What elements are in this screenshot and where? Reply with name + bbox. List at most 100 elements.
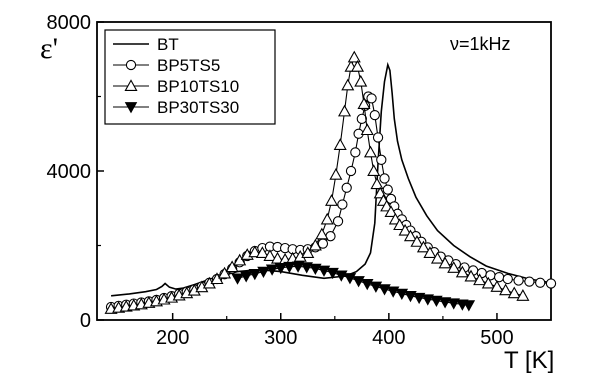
data-point — [263, 249, 277, 261]
data-point — [338, 104, 352, 117]
data-point — [363, 145, 378, 158]
data-point — [545, 278, 557, 289]
data-point — [370, 177, 384, 190]
data-point — [350, 59, 365, 72]
data-point — [430, 295, 443, 308]
data-point — [341, 78, 355, 91]
data-point — [248, 245, 262, 258]
data-point — [473, 273, 487, 286]
data-point — [231, 273, 244, 285]
data-point — [337, 199, 348, 210]
data-point — [386, 286, 400, 298]
data-point — [410, 235, 424, 247]
data-point — [412, 292, 426, 305]
data-point — [535, 277, 546, 288]
data-point — [300, 262, 313, 274]
legend: BT BP5TS5 BP10TS10 BP30TS30 — [104, 29, 276, 125]
data-point — [481, 276, 495, 289]
data-point — [485, 270, 496, 281]
legend-entry: BT — [113, 35, 179, 54]
data-point — [393, 218, 407, 231]
data-point — [438, 256, 452, 269]
x-tick-label: 400 — [372, 327, 405, 349]
data-point — [265, 264, 279, 276]
legend-marker — [125, 59, 137, 71]
data-point — [490, 280, 504, 292]
data-point — [225, 260, 239, 273]
data-point — [350, 147, 361, 158]
data-point — [513, 275, 524, 286]
x-tick-label: 500 — [480, 327, 513, 349]
series-line — [111, 61, 552, 297]
data-point — [317, 265, 331, 277]
data-point — [378, 284, 391, 296]
data-point — [255, 246, 269, 258]
legend-label: BT — [157, 35, 179, 54]
data-point — [354, 74, 368, 87]
series-BP30TS30 — [231, 261, 476, 312]
data-point — [421, 294, 435, 306]
data-point — [239, 271, 253, 283]
data-point — [499, 283, 513, 296]
data-point — [430, 251, 445, 264]
data-point — [301, 246, 315, 258]
data-point — [372, 132, 384, 143]
y-tick-label: 4000 — [47, 161, 92, 183]
data-point — [270, 251, 285, 264]
x-axis-title: T [K] — [504, 347, 554, 374]
data-point — [329, 167, 343, 180]
data-point — [333, 138, 347, 150]
data-point — [257, 266, 270, 279]
data-point — [384, 205, 398, 218]
data-point — [455, 265, 469, 278]
data-point — [493, 272, 505, 283]
data-point — [283, 261, 296, 274]
legend-entry: BP30TS30 — [113, 98, 239, 117]
frequency-annotation: ν=1kHz — [450, 34, 511, 54]
data-point — [502, 273, 513, 285]
data-point — [248, 268, 262, 281]
data-point — [423, 246, 437, 258]
data-point — [376, 154, 387, 165]
y-tick-label: 0 — [80, 310, 91, 332]
data-point — [291, 261, 305, 273]
data-point — [416, 240, 430, 253]
legend-label: BP30TS30 — [157, 98, 239, 117]
legend-entry: BP10TS10 — [113, 77, 239, 96]
data-point — [345, 165, 357, 177]
data-point — [447, 298, 460, 310]
data-point — [320, 212, 334, 225]
series-layer — [104, 50, 557, 314]
data-point — [274, 263, 288, 275]
data-point — [360, 123, 374, 136]
series-BP10TS10 — [104, 50, 530, 314]
data-point — [369, 281, 383, 293]
data-point — [357, 97, 371, 109]
data-point — [367, 164, 381, 177]
data-point — [325, 194, 339, 206]
data-point — [341, 182, 352, 193]
data-point — [352, 276, 365, 288]
data-point — [366, 93, 377, 104]
y-axis-title: ε' — [40, 32, 58, 65]
x-tick-label: 300 — [264, 327, 297, 349]
data-point — [325, 231, 336, 242]
data-point — [382, 184, 393, 195]
data-point — [308, 238, 322, 251]
data-point — [347, 50, 361, 63]
data-point — [464, 269, 478, 282]
data-point — [507, 286, 521, 299]
x-tick-label: 200 — [156, 327, 189, 349]
legend-label: BP5TS5 — [157, 56, 220, 75]
data-point — [524, 276, 535, 287]
ticks-layer: 200 300 400 500 0 4000 8000 — [47, 12, 514, 349]
data-point — [447, 261, 461, 273]
y-tick-label: 8000 — [47, 12, 92, 34]
data-point — [404, 290, 417, 303]
legend-entry: BP5TS5 — [113, 56, 220, 75]
data-point — [403, 229, 418, 242]
data-point — [309, 263, 322, 276]
data-point — [379, 173, 390, 184]
data-point — [516, 289, 530, 301]
